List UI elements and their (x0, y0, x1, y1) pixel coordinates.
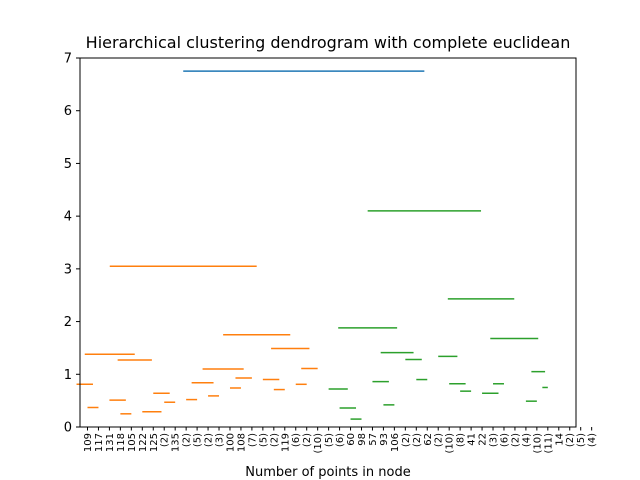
leaf-label: (10) (532, 433, 543, 454)
leaf-label: 98 (357, 433, 368, 446)
leaf-label: 108 (236, 433, 247, 452)
leaf-label: (3) (215, 433, 226, 447)
leaf-label: 119 (280, 433, 291, 452)
y-tick-label: 7 (64, 52, 72, 67)
leaf-label: (10) (445, 433, 456, 454)
leaf-label: 109 (83, 433, 94, 452)
leaf-label: 118 (116, 433, 127, 452)
leaf-label: 14 (554, 433, 565, 446)
y-tick-label: 6 (64, 104, 72, 119)
x-axis-label: Number of points in node (245, 465, 411, 480)
chart-title: Hierarchical clustering dendrogram with … (86, 33, 571, 52)
dendrogram-links (76, 70, 548, 420)
leaf-label: (6) (335, 433, 346, 447)
leaf-label: (5) (258, 433, 269, 447)
leaf-label: (6) (291, 433, 302, 447)
leaf-label: 125 (149, 433, 160, 452)
leaf-label: (2) (510, 433, 521, 447)
leaf-label: 122 (138, 433, 149, 452)
leaf-label: 57 (368, 433, 379, 446)
leaf-label: 106 (390, 433, 401, 452)
leaf-label: (2) (412, 433, 423, 447)
y-tick-label: 5 (64, 157, 72, 172)
y-axis: 0 1 2 3 4 5 6 7 (64, 52, 80, 436)
leaf-label: (10) (313, 433, 324, 454)
y-tick-label: 2 (64, 315, 72, 330)
leaf-label: (4) (521, 433, 532, 447)
leaf-label: (5) (193, 433, 204, 447)
leaf-label: 100 (225, 433, 236, 452)
leaf-label: (7) (247, 433, 258, 447)
leaf-label: (2) (401, 433, 412, 447)
leaf-label: 62 (423, 433, 434, 446)
leaf-label: (6) (499, 433, 510, 447)
x-axis: 109 117 131 118 105 122 125 (2) 135 (2) (5) (2) (3) 1… (83, 427, 598, 454)
leaf-label: (5) (324, 433, 335, 447)
leaf-label: (2) (434, 433, 445, 447)
y-tick-label: 1 (64, 368, 72, 383)
leaf-label: 41 (467, 433, 478, 446)
leaf-label: (2) (302, 433, 313, 447)
leaf-label: 131 (105, 433, 116, 452)
leaf-label: (2) (269, 433, 280, 447)
leaf-label: 60 (346, 433, 357, 446)
y-tick-label: 0 (64, 421, 72, 436)
plot-frame (79, 57, 577, 428)
leaf-label: (3) (489, 433, 500, 447)
leaf-label: 105 (127, 433, 138, 452)
leaf-label: (11) (543, 433, 554, 454)
leaf-label: (8) (456, 433, 467, 447)
leaf-label: 135 (171, 433, 182, 452)
leaf-label: 117 (94, 433, 105, 452)
leaf-label: 93 (379, 433, 390, 446)
leaf-label: (2) (182, 433, 193, 447)
leaf-label: (2) (565, 433, 576, 447)
leaf-label: 22 (478, 433, 489, 446)
y-tick-label: 3 (64, 262, 72, 277)
leaf-label: (5) (576, 433, 587, 447)
leaf-label: (4) (587, 433, 598, 447)
y-tick-label: 4 (64, 210, 72, 225)
leaf-label: (2) (204, 433, 215, 447)
leaf-label: (2) (160, 433, 171, 447)
